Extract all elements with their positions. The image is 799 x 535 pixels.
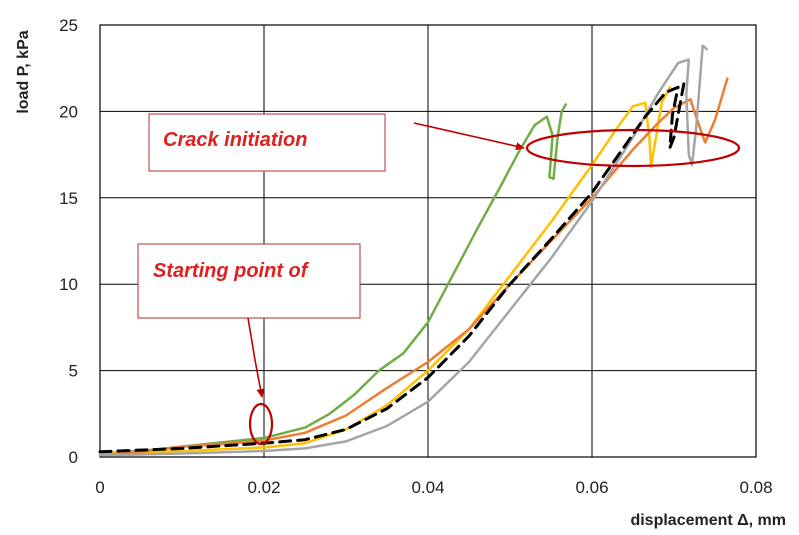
starting-point-label: Starting point of — [153, 260, 310, 282]
y-tick-label: 5 — [69, 362, 78, 381]
x-tick-label: 0.02 — [247, 478, 280, 497]
y-axis-label: load P, kPa — [15, 30, 32, 113]
annotations: Crack initiation Starting point of — [137, 113, 741, 446]
y-tick-label: 10 — [59, 275, 78, 294]
y-tick-label: 20 — [59, 102, 78, 121]
y-tick-label: 25 — [59, 16, 78, 35]
x-tick-label: 0 — [95, 478, 104, 497]
crack-initiation-arrow — [413, 122, 525, 151]
starting-point-ellipse — [248, 402, 274, 446]
tick-labels: 0 0.02 0.04 0.06 0.08 0 5 10 15 20 25 — [59, 16, 772, 497]
x-tick-label: 0.08 — [739, 478, 772, 497]
gridlines — [99, 24, 757, 458]
y-tick-label: 15 — [59, 189, 78, 208]
x-tick-label: 0.04 — [411, 478, 444, 497]
series-line-4 — [98, 82, 686, 454]
crack-initiation-label: Crack initiation — [163, 129, 307, 151]
plot-frame — [99, 24, 757, 458]
series-lines — [98, 44, 729, 457]
series-line-3 — [98, 44, 709, 457]
x-tick-label: 0.06 — [575, 478, 608, 497]
x-axis-label: displacement Δ, mm — [630, 512, 786, 529]
y-tick-label: 0 — [69, 448, 78, 467]
starting-point-box — [137, 243, 361, 319]
crack-initiation-box — [148, 113, 386, 172]
series-line-0 — [98, 103, 568, 455]
crack-initiation-ellipse — [525, 128, 741, 168]
starting-point-arrow — [247, 317, 265, 398]
